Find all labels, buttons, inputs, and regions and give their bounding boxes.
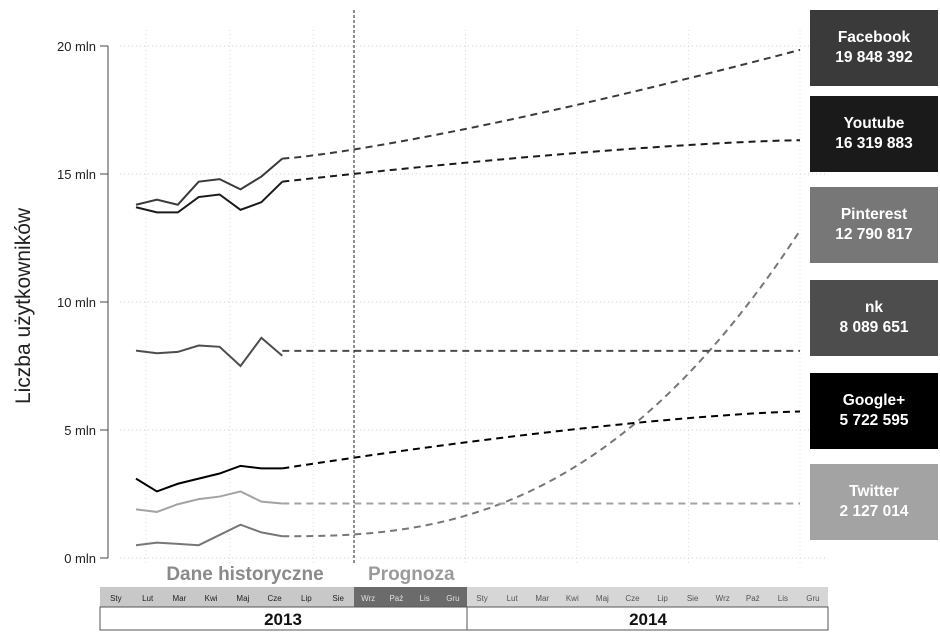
legend-pinterest: Pinterest 12 790 817	[810, 187, 938, 263]
series-historical-google	[135, 464, 283, 493]
month-label: Wrz	[716, 594, 730, 603]
month-label: Mar	[172, 594, 186, 603]
series-forecast-youtube	[282, 139, 801, 183]
month-label: Paź	[389, 594, 403, 603]
month-label: Sty	[110, 594, 122, 603]
month-label: Wrz	[361, 594, 375, 603]
legend-name: Pinterest	[840, 206, 908, 223]
y-tick-label: 10 mln	[57, 295, 96, 310]
series-historical-twitter	[135, 490, 283, 513]
legend-value: 2 127 014	[839, 503, 909, 520]
y-axis: 0 mln 5 mln 10 mln 15 mln 20 mln	[57, 39, 109, 566]
y-tick-label: 15 mln	[57, 167, 96, 182]
months-historical-band	[100, 587, 354, 607]
legend-facebook: Facebook 19 848 392	[810, 10, 938, 86]
month-label: Mar	[535, 594, 549, 603]
forecast-label: Prognoza	[368, 564, 455, 585]
legend-name: Youtube	[843, 115, 905, 132]
month-label: Paź	[746, 594, 760, 603]
month-label: Lis	[778, 594, 788, 603]
months-forecast-band-2013	[354, 587, 467, 607]
month-label: Lip	[301, 594, 312, 603]
month-label: Lut	[507, 594, 519, 603]
legend-youtube: Youtube 16 319 883	[810, 96, 938, 172]
y-axis-label: Liczba użytkowników	[12, 207, 35, 404]
month-label: Kwi	[205, 594, 218, 603]
y-tick-label: 0 mln	[64, 551, 96, 566]
month-label: Sty	[476, 594, 488, 603]
year-label: 2013	[264, 610, 302, 629]
legend-value: 16 319 883	[835, 135, 913, 152]
month-label: Cze	[268, 594, 283, 603]
months-band-2014	[467, 587, 828, 607]
historical-label: Dane historyczne	[166, 564, 323, 585]
month-label: Maj	[236, 594, 249, 603]
legend-name: Facebook	[837, 29, 911, 46]
legend-twitter: Twitter 2 127 014	[810, 464, 938, 540]
series-historical-nk	[135, 336, 283, 368]
grid	[120, 30, 828, 565]
month-label: Gru	[446, 594, 459, 603]
series-forecast-facebook	[282, 48, 801, 160]
timeline-axis: Sty Lut Mar Kwi Maj Cze Lip Sie Wrz Paź Lis Gru Sty L…	[99, 587, 829, 631]
legend-value: 12 790 817	[835, 226, 913, 243]
month-label: Lut	[142, 594, 154, 603]
legend-name: Google+	[842, 392, 906, 409]
legend-name: nk	[864, 299, 884, 316]
month-label: Kwi	[566, 594, 579, 603]
month-label: Sie	[332, 594, 344, 603]
y-tick-label: 20 mln	[57, 39, 96, 54]
series-forecast-pinterest	[282, 230, 801, 538]
legend-value: 8 089 651	[839, 319, 909, 336]
series-historical-pinterest	[135, 523, 283, 547]
year-label: 2014	[629, 610, 667, 629]
legend-value: 19 848 392	[835, 49, 913, 66]
series-forecast-google	[282, 410, 801, 470]
series-historical-youtube	[135, 180, 283, 214]
legend-value: 5 722 595	[839, 412, 909, 429]
series-historical-facebook	[135, 157, 283, 206]
legend-name: Twitter	[849, 483, 899, 500]
y-tick-label: 5 mln	[64, 423, 96, 438]
month-label: Gru	[806, 594, 819, 603]
month-label: Lip	[657, 594, 668, 603]
years-row	[99, 606, 829, 631]
legend-google: Google+ 5 722 595	[810, 373, 938, 449]
month-label: Sie	[687, 594, 699, 603]
legend-nk: nk 8 089 651	[810, 280, 938, 356]
series-lines	[135, 48, 801, 547]
month-label: Lis	[420, 594, 430, 603]
month-label: Cze	[625, 594, 640, 603]
month-label: Maj	[596, 594, 609, 603]
